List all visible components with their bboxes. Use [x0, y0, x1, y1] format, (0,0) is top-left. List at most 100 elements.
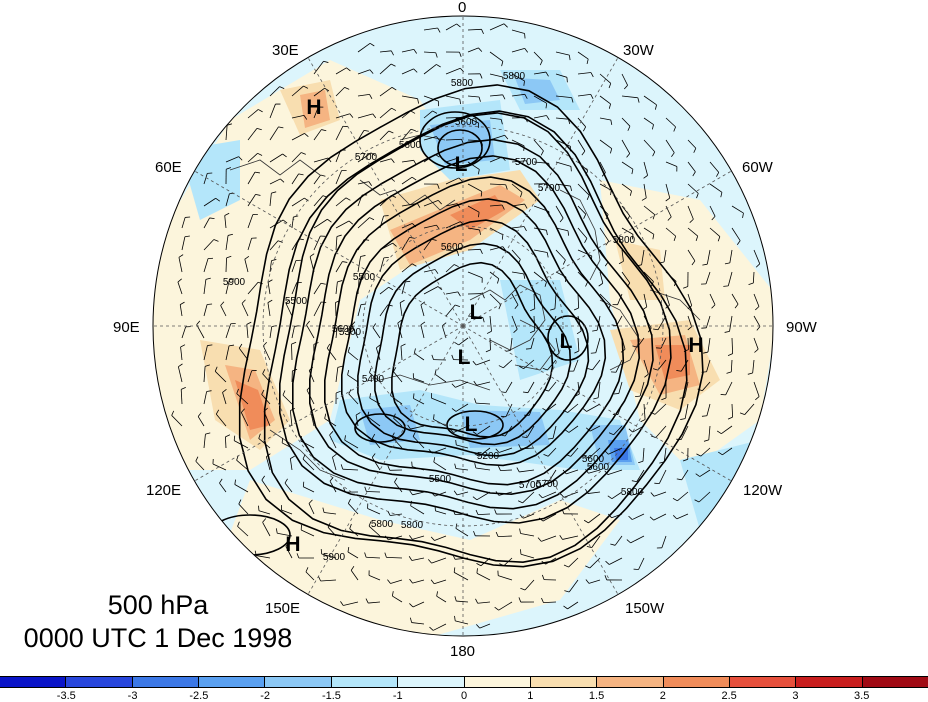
contour-label: 5900 — [223, 277, 246, 288]
wind-barb — [335, 67, 351, 75]
wind-barb — [364, 552, 381, 559]
wind-barb — [577, 205, 587, 219]
wind-barb — [533, 227, 548, 236]
wind-barb — [577, 139, 586, 156]
wind-barb — [285, 299, 293, 317]
low-pressure-center: L — [465, 413, 478, 436]
wind-barb — [537, 535, 557, 542]
wind-barb — [246, 321, 252, 339]
contour-label: 5800 — [451, 78, 474, 89]
colorbar-swatch — [397, 677, 464, 687]
lon-label-120e: 120E — [146, 482, 182, 499]
wind-barb — [247, 213, 258, 229]
wind-barb — [401, 263, 417, 273]
wind-barb — [413, 393, 425, 405]
wind-barb — [533, 249, 549, 258]
wind-barb — [476, 568, 491, 581]
wind-barb — [709, 293, 716, 309]
wind-barb — [635, 381, 645, 397]
wind-barb — [475, 598, 491, 604]
wind-barb — [357, 94, 373, 99]
wind-barb — [747, 359, 755, 375]
wind-barb — [687, 161, 696, 177]
wind-barb — [379, 107, 397, 119]
lon-label-60w: 60W — [742, 159, 773, 176]
wind-barb — [653, 315, 667, 331]
wind-barb — [291, 133, 309, 141]
wind-barb — [467, 161, 480, 175]
wind-barb — [335, 234, 342, 251]
wind-barb — [530, 293, 536, 312]
meridian-line — [307, 57, 464, 327]
wind-barb — [423, 95, 439, 107]
wind-barb — [598, 271, 604, 287]
wind-barb — [357, 69, 374, 75]
wind-barb — [180, 344, 186, 361]
meridian-line — [194, 170, 464, 327]
height-contour — [263, 110, 688, 564]
wind-barb — [573, 293, 580, 311]
polar-stereographic-map: 5800580056005600570057005600570058005900… — [152, 15, 774, 637]
wind-barb — [423, 136, 440, 141]
wind-barb — [367, 503, 381, 515]
colorbar-swatch — [131, 677, 199, 687]
wind-barb — [649, 513, 667, 521]
wind-barb — [498, 465, 513, 471]
low-pressure-center: L — [470, 301, 483, 324]
wind-barb — [326, 343, 337, 361]
wind-barb — [409, 490, 425, 496]
colorbar-tick-label: -1 — [392, 690, 403, 702]
colorbar-tick-label: -2 — [260, 690, 271, 702]
wind-barb — [497, 570, 513, 581]
wind-barb — [489, 51, 504, 67]
wind-barb — [335, 170, 347, 185]
wind-barbs — [171, 23, 761, 631]
wind-barb — [335, 365, 343, 383]
wind-barb — [574, 337, 580, 354]
wind-barb — [665, 227, 677, 241]
height-contour — [354, 413, 406, 443]
lon-label-30w: 30W — [623, 42, 654, 59]
wind-barb — [665, 117, 676, 132]
wind-barb — [258, 433, 271, 449]
wind-barb — [467, 28, 484, 35]
wind-barb — [379, 50, 394, 56]
wind-barb — [467, 73, 483, 79]
wind-barb — [511, 293, 519, 310]
wind-barb — [177, 363, 183, 383]
wind-barb — [224, 212, 230, 229]
coastline-segment — [229, 159, 321, 176]
wind-barb — [519, 359, 535, 370]
wind-barb — [640, 403, 646, 423]
wind-barb — [533, 95, 548, 109]
pressure-level-title: 500 hPa — [107, 590, 209, 620]
wind-barb — [291, 259, 301, 273]
wind-barb — [520, 579, 535, 591]
wind-barb — [357, 303, 366, 317]
wind-barb — [516, 467, 535, 473]
colorbar-swatch — [65, 677, 132, 687]
wind-barb — [682, 447, 689, 462]
wind-barb — [241, 299, 249, 317]
wind-barb — [203, 172, 213, 185]
wind-barb — [599, 227, 610, 246]
wind-barb — [511, 47, 529, 53]
wind-barb — [593, 381, 601, 400]
height-contour — [374, 242, 572, 446]
wind-barb — [401, 280, 411, 295]
coastline-segment — [379, 374, 491, 391]
colorbar-swatch — [330, 677, 398, 687]
wind-barb — [340, 464, 359, 471]
wind-barb — [203, 390, 212, 405]
colorbar-swatch — [529, 677, 597, 687]
wind-barb — [621, 117, 631, 131]
wind-barb — [498, 359, 513, 369]
height-contour — [391, 261, 554, 438]
height-contour — [340, 198, 607, 467]
wind-barb — [626, 535, 645, 544]
wind-barb — [500, 381, 513, 393]
wind-barb — [702, 249, 711, 266]
contour-label: 5300 — [339, 327, 362, 338]
wind-barb — [247, 127, 262, 141]
wind-barb — [676, 469, 689, 481]
